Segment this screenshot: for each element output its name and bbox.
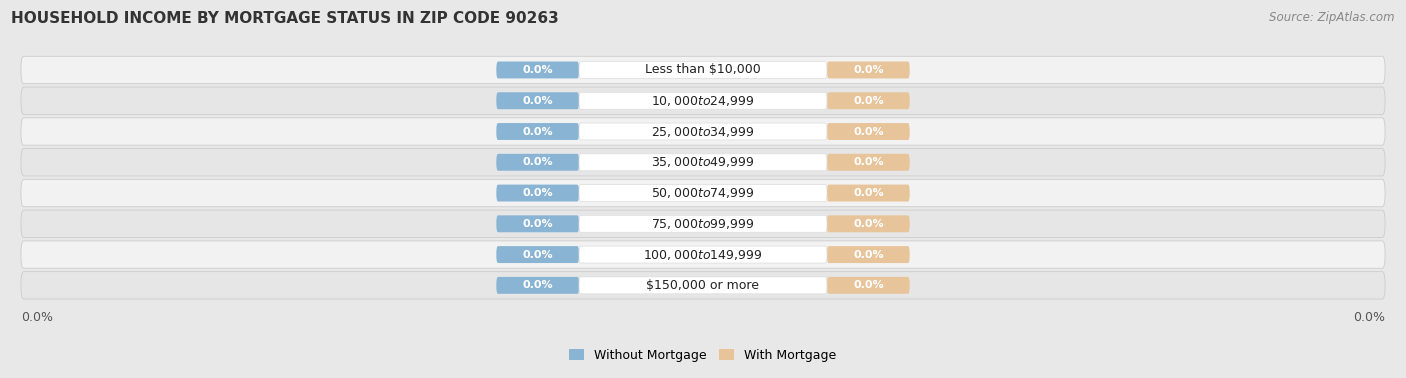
FancyBboxPatch shape xyxy=(827,215,910,232)
Text: 0.0%: 0.0% xyxy=(853,157,883,167)
Text: 0.0%: 0.0% xyxy=(853,249,883,260)
Legend: Without Mortgage, With Mortgage: Without Mortgage, With Mortgage xyxy=(569,349,837,362)
FancyBboxPatch shape xyxy=(21,118,1385,145)
FancyBboxPatch shape xyxy=(579,246,827,263)
FancyBboxPatch shape xyxy=(827,62,910,79)
FancyBboxPatch shape xyxy=(579,123,827,140)
FancyBboxPatch shape xyxy=(579,62,827,79)
FancyBboxPatch shape xyxy=(496,123,579,140)
FancyBboxPatch shape xyxy=(579,154,827,171)
Text: 0.0%: 0.0% xyxy=(21,311,53,324)
Text: 0.0%: 0.0% xyxy=(853,65,883,75)
FancyBboxPatch shape xyxy=(579,215,827,232)
Text: 0.0%: 0.0% xyxy=(523,65,553,75)
FancyBboxPatch shape xyxy=(827,92,910,109)
FancyBboxPatch shape xyxy=(21,87,1385,115)
Text: $25,000 to $34,999: $25,000 to $34,999 xyxy=(651,124,755,138)
Text: 0.0%: 0.0% xyxy=(853,280,883,290)
Text: Source: ZipAtlas.com: Source: ZipAtlas.com xyxy=(1270,11,1395,24)
Text: 0.0%: 0.0% xyxy=(523,96,553,106)
Text: $50,000 to $74,999: $50,000 to $74,999 xyxy=(651,186,755,200)
Text: 0.0%: 0.0% xyxy=(523,188,553,198)
FancyBboxPatch shape xyxy=(496,215,579,232)
FancyBboxPatch shape xyxy=(827,154,910,171)
Text: 0.0%: 0.0% xyxy=(523,249,553,260)
FancyBboxPatch shape xyxy=(496,277,579,294)
FancyBboxPatch shape xyxy=(827,246,910,263)
Text: 0.0%: 0.0% xyxy=(853,219,883,229)
FancyBboxPatch shape xyxy=(21,210,1385,237)
FancyBboxPatch shape xyxy=(496,62,579,79)
FancyBboxPatch shape xyxy=(496,154,579,171)
FancyBboxPatch shape xyxy=(21,179,1385,207)
Text: 0.0%: 0.0% xyxy=(853,127,883,136)
FancyBboxPatch shape xyxy=(496,246,579,263)
Text: 0.0%: 0.0% xyxy=(523,127,553,136)
FancyBboxPatch shape xyxy=(21,149,1385,176)
FancyBboxPatch shape xyxy=(21,272,1385,299)
Text: 0.0%: 0.0% xyxy=(853,96,883,106)
Text: $75,000 to $99,999: $75,000 to $99,999 xyxy=(651,217,755,231)
FancyBboxPatch shape xyxy=(579,184,827,201)
Text: 0.0%: 0.0% xyxy=(1353,311,1385,324)
Text: HOUSEHOLD INCOME BY MORTGAGE STATUS IN ZIP CODE 90263: HOUSEHOLD INCOME BY MORTGAGE STATUS IN Z… xyxy=(11,11,560,26)
Text: 0.0%: 0.0% xyxy=(523,157,553,167)
FancyBboxPatch shape xyxy=(827,123,910,140)
FancyBboxPatch shape xyxy=(579,92,827,109)
FancyBboxPatch shape xyxy=(21,56,1385,84)
FancyBboxPatch shape xyxy=(21,241,1385,268)
Text: $100,000 to $149,999: $100,000 to $149,999 xyxy=(644,248,762,262)
Text: $35,000 to $49,999: $35,000 to $49,999 xyxy=(651,155,755,169)
FancyBboxPatch shape xyxy=(496,92,579,109)
Text: $10,000 to $24,999: $10,000 to $24,999 xyxy=(651,94,755,108)
Text: 0.0%: 0.0% xyxy=(523,219,553,229)
Text: 0.0%: 0.0% xyxy=(523,280,553,290)
FancyBboxPatch shape xyxy=(496,184,579,201)
FancyBboxPatch shape xyxy=(579,277,827,294)
Text: 0.0%: 0.0% xyxy=(853,188,883,198)
Text: Less than $10,000: Less than $10,000 xyxy=(645,64,761,76)
FancyBboxPatch shape xyxy=(827,184,910,201)
Text: $150,000 or more: $150,000 or more xyxy=(647,279,759,292)
FancyBboxPatch shape xyxy=(827,277,910,294)
